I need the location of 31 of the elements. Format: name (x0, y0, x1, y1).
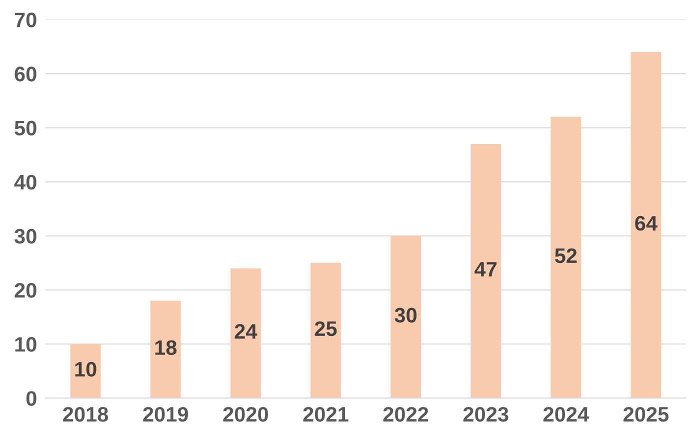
data-label: 10 (75, 362, 96, 377)
bar (390, 236, 421, 398)
data-label: 64 (635, 216, 658, 231)
data-label: 18 (155, 340, 177, 356)
data-label: 30 (394, 308, 417, 323)
x-tick-label: 2024 (543, 406, 589, 422)
bar (470, 144, 502, 398)
x-tick-label: 2018 (63, 406, 108, 422)
data-label: 52 (554, 248, 577, 264)
data-label: 47 (474, 262, 497, 276)
x-tick-label: 2019 (143, 406, 188, 422)
bar (630, 52, 662, 398)
y-tick-label: 10 (15, 337, 36, 352)
data-label: 25 (314, 321, 337, 336)
y-tick-label: 60 (14, 66, 36, 82)
y-tick-label: 70 (14, 12, 36, 28)
x-tick-label: 2023 (463, 406, 508, 422)
x-tick-label: 2020 (223, 406, 268, 422)
bar (230, 268, 261, 398)
y-tick-label: 30 (14, 228, 36, 244)
y-tick-label: 0 (26, 391, 36, 406)
data-label: 24 (234, 324, 258, 339)
bar (310, 262, 341, 398)
x-tick-label: 2021 (303, 406, 348, 422)
bar (150, 300, 181, 398)
y-tick-label: 50 (14, 120, 36, 136)
x-tick-label: 2022 (383, 406, 428, 422)
bar (550, 116, 582, 398)
y-tick-label: 20 (14, 282, 36, 298)
y-tick-label: 40 (14, 174, 36, 190)
x-tick-label: 2025 (624, 406, 669, 422)
